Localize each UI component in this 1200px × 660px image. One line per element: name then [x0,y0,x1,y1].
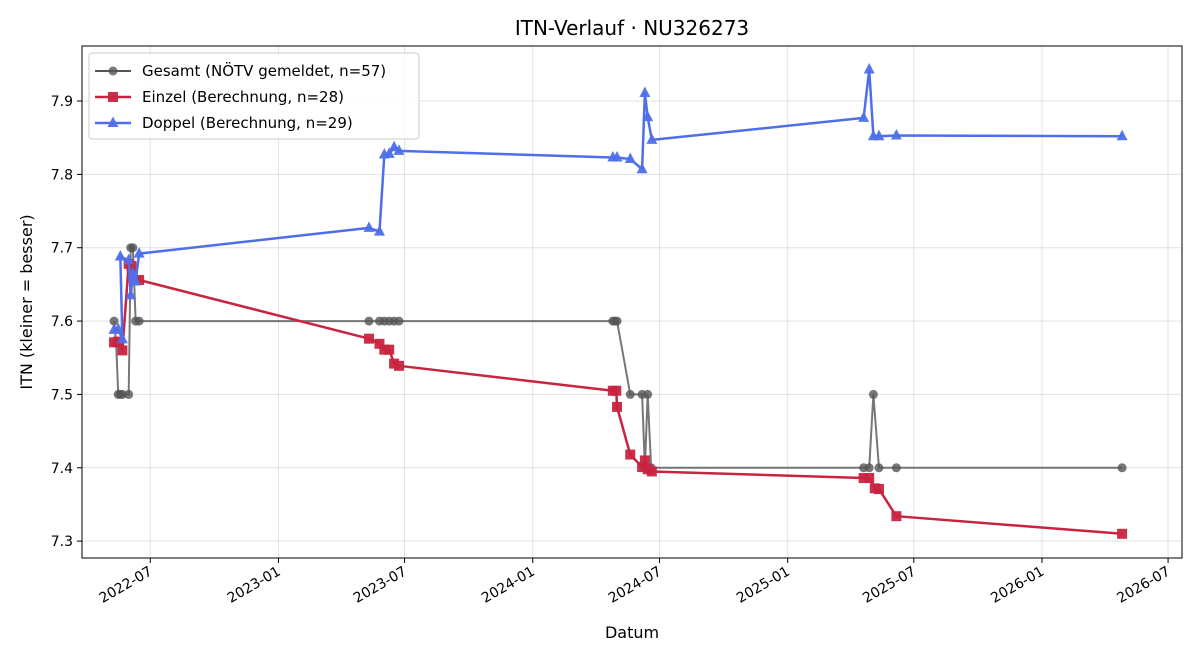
data-point [636,162,648,174]
legend-swatch-marker [108,66,118,76]
data-point [1117,528,1128,539]
data-point [130,274,142,286]
data-point [384,344,395,355]
data-point [394,316,404,326]
x-tick-label: 2025-01 [734,564,793,607]
data-point [646,133,658,144]
data-point [864,463,874,473]
x-tick-label: 2024-07 [606,564,665,607]
data-point [126,261,137,272]
data-point [625,389,635,399]
legend-label: Einzel (Berechnung, n=28) [142,88,344,106]
x-axis: 2022-07 2023-01 2023-07 2024-01 2024-07 2025-… [97,558,1173,607]
data-point [637,462,648,473]
series-line [113,246,1123,469]
data-point [373,225,385,236]
x-tick-label: 2024-01 [479,564,538,607]
data-point [1116,129,1128,141]
data-point [127,266,139,278]
data-point [639,455,650,466]
data-point [134,316,144,326]
series-line [113,262,1123,536]
data-point [123,253,135,265]
data-point [639,86,651,97]
data-point [611,150,623,162]
data-point [874,463,884,473]
series-2 [109,258,1128,539]
y-tick-label: 7.9 [51,94,73,110]
chart-title: ITN-Verlauf · NU326273 [515,16,749,40]
data-point [114,250,126,261]
y-axis-title: ITN (kleiner = besser) [17,214,36,389]
data-point [117,389,127,399]
y-tick-label: 7.4 [51,461,73,477]
data-point [642,110,654,122]
data-point [117,345,128,356]
x-tick-label: 2023-01 [225,564,284,607]
data-point [124,389,134,399]
data-point [646,466,657,477]
legend-swatch-marker [107,116,119,127]
data-point [374,338,385,349]
legend-label: Doppel (Berechnung, n=29) [142,114,353,132]
data-point [858,111,870,122]
data-point [643,389,653,399]
data-point [873,484,884,495]
data-point [891,463,901,473]
legend: Gesamt (NÖTV gemeldet, n=57) Einzel (Bere… [88,52,420,140]
data-point [383,147,395,158]
data-point [364,333,375,344]
data-point [873,129,885,141]
series-layer [108,62,1128,539]
data-point [612,316,622,326]
x-axis-title: Datum [605,623,659,642]
data-point [868,389,878,399]
data-point [625,449,636,460]
data-point [612,401,623,412]
data-point [891,511,902,522]
y-tick-label: 7.7 [51,241,73,257]
data-point [109,316,119,326]
y-tick-label: 7.3 [51,534,73,550]
data-point [364,316,374,326]
data-point [134,274,145,285]
legend-box [88,52,420,140]
x-tick-label: 2025-07 [860,564,919,607]
x-tick-label: 2023-07 [351,564,410,607]
data-point [624,152,636,163]
x-tick-label: 2026-01 [988,564,1047,607]
data-point [393,360,404,371]
data-point [128,243,138,253]
y-tick-label: 7.6 [51,314,73,330]
y-tick-label: 7.5 [51,387,73,403]
x-tick-label: 2026-07 [1114,564,1173,607]
series-1 [109,243,1127,473]
data-point [890,128,902,140]
series-3 [108,62,1128,344]
y-axis: 7.3 7.4 7.5 7.6 7.7 7.8 7.9 [51,94,82,550]
data-point [863,62,875,74]
y-tick-label: 7.8 [51,167,73,183]
data-point [116,332,128,344]
data-point [363,221,375,232]
data-point [112,322,124,334]
data-point [125,288,137,300]
data-point [1117,463,1127,473]
data-point [858,473,869,484]
data-point [393,144,405,155]
plot-frame [81,45,1183,559]
legend-swatch-marker [108,92,118,102]
legend-label: Gesamt (NÖTV gemeldet, n=57) [142,61,386,80]
x-tick-label: 2022-07 [97,564,156,607]
data-point [611,385,622,396]
data-point [864,473,875,484]
grid-lines [82,46,1182,558]
data-point [133,247,145,258]
